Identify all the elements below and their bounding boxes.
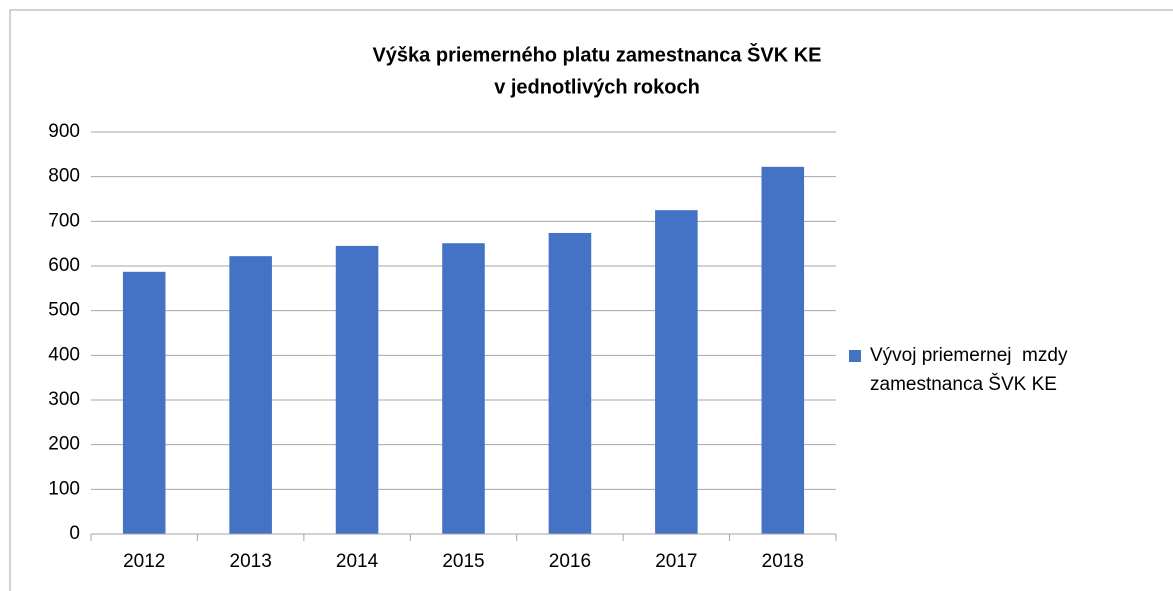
y-tick-label: 300 — [48, 389, 80, 410]
chart-border — [9, 9, 1173, 591]
legend: Vývoj priemernej mzdy zamestnanca ŠVK KE — [870, 341, 1110, 399]
y-tick-label: 700 — [48, 210, 80, 231]
bar — [122, 271, 166, 534]
bar — [442, 243, 485, 534]
y-tick-label: 100 — [48, 478, 80, 499]
x-tick-label: 2016 — [549, 551, 591, 572]
chart-title: v jednotlivých rokoch — [494, 76, 700, 98]
x-tick-label: 2018 — [762, 551, 804, 572]
bar — [761, 166, 805, 534]
chart-title: Výška priemerného platu zamestnanca ŠVK … — [372, 42, 821, 66]
bar — [229, 256, 272, 534]
y-tick-label: 900 — [48, 121, 80, 142]
y-tick-label: 400 — [48, 344, 80, 365]
y-tick-label: 200 — [48, 434, 80, 455]
y-tick-label: 0 — [69, 523, 80, 544]
x-tick-label: 2012 — [123, 551, 165, 572]
bar — [655, 210, 698, 534]
legend-label: Vývoj priemernej mzdy zamestnanca ŠVK KE — [870, 345, 1073, 395]
y-tick-label: 800 — [48, 166, 80, 187]
x-tick-label: 2015 — [442, 551, 484, 572]
legend-swatch — [849, 350, 861, 362]
y-tick-label: 500 — [48, 300, 80, 321]
y-tick-label: 600 — [48, 255, 80, 276]
bar — [548, 232, 592, 535]
x-tick-label: 2014 — [336, 551, 379, 572]
x-tick-label: 2013 — [230, 551, 272, 572]
x-tick-label: 2017 — [655, 551, 697, 572]
bar — [335, 245, 379, 534]
